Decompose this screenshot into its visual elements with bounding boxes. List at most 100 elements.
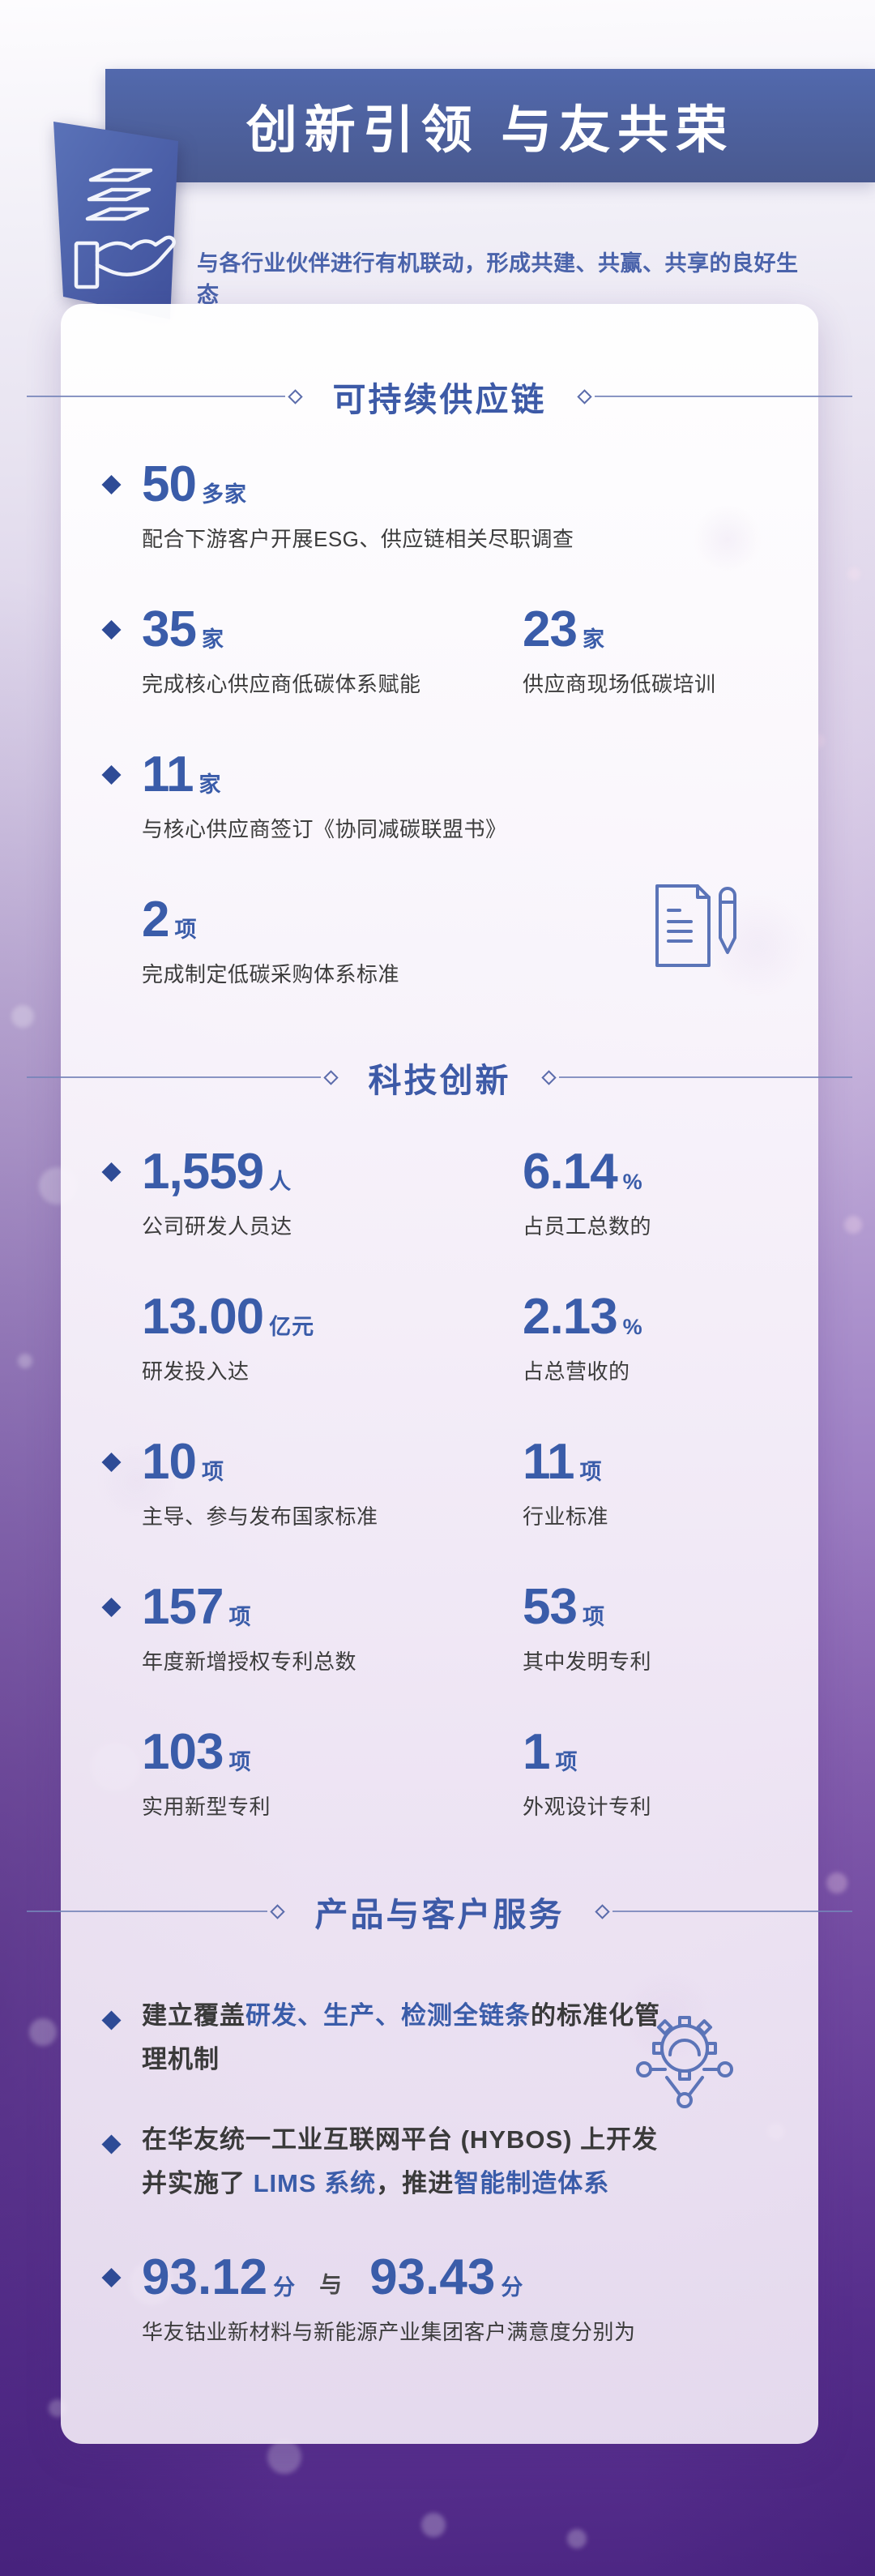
stat-unit: 项 xyxy=(228,1605,252,1629)
stat-row: 10 项 主导、参与发布国家标准 11 项 行业标准 xyxy=(61,1437,818,1530)
stat-caption: 供应商现场低碳培训 xyxy=(523,672,716,696)
stat-caption: 与核心供应商签订《协同减碳联盟书》 xyxy=(142,817,507,841)
stat-value: 50 xyxy=(142,456,197,512)
diamond-bullet xyxy=(101,2010,122,2030)
stat-number: 11 项 xyxy=(523,1437,818,1487)
stat-item: 103 项 实用新型专利 xyxy=(142,1727,523,1821)
stat-caption: 其中发明专利 xyxy=(523,1650,652,1674)
stat-unit: 项 xyxy=(201,1460,224,1484)
text-part-highlight: 研发、生产、检测全链条 xyxy=(245,2001,531,2030)
stat-unit: 多家 xyxy=(201,482,247,507)
stat-caption: 外观设计专利 xyxy=(523,1795,652,1819)
stat-row: 50 多家 配合下游客户开展ESG、供应链相关尽职调查 xyxy=(61,460,818,553)
diamond-ornament xyxy=(269,1903,285,1919)
bullet-item: 建立覆盖研发、生产、检测全链条的标准化管理机制 xyxy=(61,1994,660,2082)
diamond-ornament xyxy=(576,388,592,404)
stat-row: 1,559 人 公司研发人员达 6.14 % 占员工总数的 xyxy=(61,1147,818,1240)
stat-value: 11 xyxy=(142,747,194,802)
stat-caption: 实用新型专利 xyxy=(142,1795,271,1819)
text-part: ，推进 xyxy=(376,2168,455,2197)
stat-unit: 项 xyxy=(579,1460,603,1484)
stat-unit: % xyxy=(622,1315,643,1339)
stat-row: 103 项 实用新型专利 1 项 外观设计专利 xyxy=(61,1727,818,1821)
stat-item: 1 项 外观设计专利 xyxy=(523,1727,818,1821)
stat-item: 53 项 其中发明专利 xyxy=(523,1582,818,1675)
stat-item: 10 项 主导、参与发布国家标准 xyxy=(101,1434,523,1530)
score-line: 93.12 分 与 93.43 分 xyxy=(101,2249,818,2305)
stat-item: 11 项 行业标准 xyxy=(523,1437,818,1530)
stat-unit: 人 xyxy=(269,1170,292,1194)
stat-value: 2.13 xyxy=(523,1289,618,1345)
stat-number: 2.13 % xyxy=(523,1292,818,1342)
hand-layers-icon xyxy=(49,99,186,326)
section-header-technology: 科技创新 xyxy=(27,1053,852,1102)
stat-number: 11 家 xyxy=(101,747,818,802)
bokeh-dot xyxy=(18,1354,32,1368)
stat-row: 2 项 完成制定低碳采购体系标准 xyxy=(61,895,818,988)
text-part: 的标准化管理机制 xyxy=(142,2001,660,2074)
stat-value: 157 xyxy=(142,1579,224,1635)
bokeh-dot xyxy=(847,567,860,580)
score-caption: 华友钴业新材料与新能源产业集团客户满意度分别为 xyxy=(142,2320,636,2344)
stat-caption: 研发投入达 xyxy=(142,1359,250,1384)
gear-network-icon xyxy=(628,2013,741,2118)
diamond-ornament xyxy=(594,1903,610,1919)
score-conjunction: 与 xyxy=(319,2272,343,2297)
score-value-b: 93.43 xyxy=(369,2249,496,2305)
stat-caption: 行业标准 xyxy=(523,1504,609,1529)
stat-number: 6.14 % xyxy=(523,1147,818,1197)
stat-item: 6.14 % 占员工总数的 xyxy=(523,1147,818,1240)
text-part-highlight: LIMS 系统 xyxy=(253,2168,377,2197)
page-title: 创新引领 与友共荣 xyxy=(245,101,735,159)
stat-value: 23 xyxy=(523,601,578,657)
stat-row: 157 项 年度新增授权专利总数 53 项 其中发明专利 xyxy=(61,1582,818,1675)
header-subtitle: 与各行业伙伴进行有机联动，形成共建、共赢、共享的良好生态 xyxy=(197,251,799,307)
bokeh-dot xyxy=(29,2018,57,2046)
header-banner: 创新引领 与友共荣 xyxy=(105,69,875,182)
stat-unit: 家 xyxy=(198,772,222,797)
header-line-right xyxy=(594,396,852,397)
diamond-bullet xyxy=(101,1452,122,1473)
stat-number: 50 多家 xyxy=(101,456,818,512)
stat-unit: 项 xyxy=(174,918,198,942)
stat-item: 157 项 年度新增授权专利总数 xyxy=(101,1579,523,1675)
bullet-text: 建立覆盖研发、生产、检测全链条的标准化管理机制 xyxy=(142,1994,660,2082)
diamond-bullet xyxy=(101,2267,122,2288)
section-header-products-service: 产品与客户服务 xyxy=(27,1887,852,1936)
stat-item: 2.13 % 占总营收的 xyxy=(523,1292,818,1385)
stat-value: 11 xyxy=(523,1434,575,1490)
diamond-ornament xyxy=(287,388,303,404)
bokeh-dot xyxy=(421,2513,446,2537)
stat-value: 103 xyxy=(142,1724,224,1780)
stat-value: 53 xyxy=(523,1579,578,1635)
stat-number: 35 家 xyxy=(101,605,523,655)
bokeh-dot xyxy=(826,1872,847,1893)
stat-value: 1,559 xyxy=(142,1144,264,1200)
stat-value: 6.14 xyxy=(523,1144,618,1200)
section-title: 科技创新 xyxy=(368,1062,511,1099)
stat-caption: 年度新增授权专利总数 xyxy=(142,1650,357,1674)
stat-item: 35 家 完成核心供应商低碳体系赋能 xyxy=(101,605,523,698)
diamond-bullet xyxy=(101,1162,122,1183)
stat-number: 103 项 xyxy=(142,1727,523,1778)
stat-caption: 占员工总数的 xyxy=(523,1214,652,1239)
bokeh-dot xyxy=(11,1005,34,1028)
stat-unit: 项 xyxy=(228,1750,252,1774)
diamond-ornament xyxy=(540,1069,557,1085)
stat-number: 53 项 xyxy=(523,1582,818,1632)
stat-caption: 公司研发人员达 xyxy=(142,1214,292,1239)
content-card: 可持续供应链 50 多家 配合下游客户开展ESG、供应链相关尽职调查 35 家 … xyxy=(27,304,852,2444)
diamond-bullet xyxy=(101,619,122,640)
stat-number: 1,559 人 xyxy=(101,1144,523,1200)
stat-row: 35 家 完成核心供应商低碳体系赋能 23 家 供应商现场低碳培训 xyxy=(61,605,818,698)
stat-value: 2 xyxy=(142,892,169,948)
bokeh-dot xyxy=(267,2440,301,2474)
diamond-bullet xyxy=(101,474,122,495)
bullet-text: 在华友统一工业互联网平台 (HYBOS) 上开发并实施了 LIMS 系统，推进智… xyxy=(142,2118,660,2206)
score-unit-b: 分 xyxy=(501,2275,523,2300)
stat-number: 157 项 xyxy=(101,1579,523,1635)
document-pen-icon xyxy=(649,881,740,974)
stat-value: 10 xyxy=(142,1434,197,1490)
text-part: 建立覆盖 xyxy=(142,2001,245,2030)
stat-item: 2 项 完成制定低碳采购体系标准 xyxy=(142,895,818,988)
